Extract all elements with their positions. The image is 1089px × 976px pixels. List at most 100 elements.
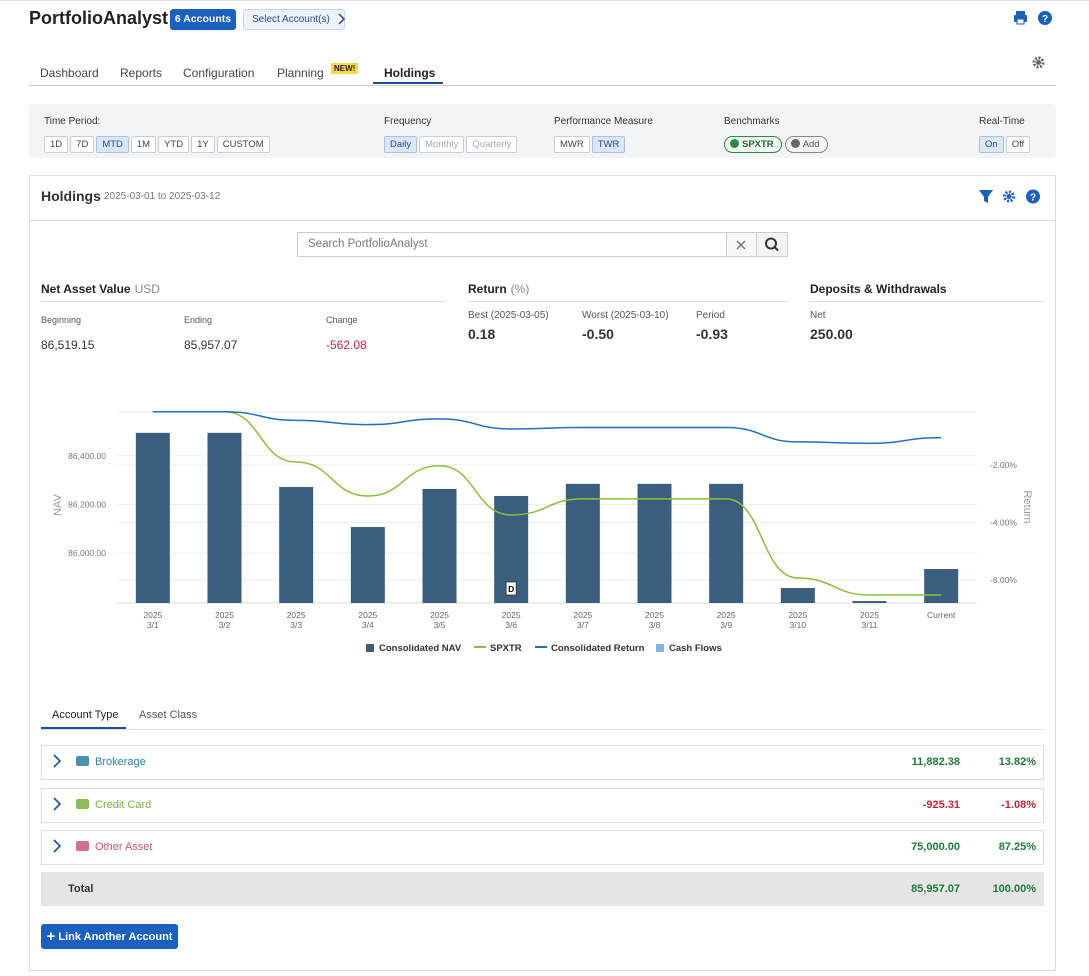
summary-value: -0.50 (582, 326, 614, 342)
search-input[interactable]: Search PortfolioAnalyst (297, 232, 727, 257)
option-button[interactable]: Quarterly (466, 136, 518, 153)
row-percent: 13.82% (998, 756, 1036, 768)
total-row (41, 872, 1044, 906)
chart: 86,000.00 86,200.00 86,400.00 -6.00% -4.00% -… (52, 410, 1033, 630)
option-button[interactable]: YTD (158, 136, 190, 153)
x-tick-label: 2025 (788, 610, 807, 620)
table-row[interactable] (41, 830, 1044, 865)
search-button[interactable] (756, 232, 788, 257)
summary-value: 0.18 (468, 326, 496, 342)
tab[interactable]: Planning (277, 66, 324, 80)
row-value: 75,000.00 (911, 841, 960, 853)
option-button[interactable]: Monthly (419, 136, 465, 153)
x-tick-label: 2025 (430, 610, 449, 620)
option-button[interactable]: 7D (70, 136, 95, 153)
svg-text:?: ? (1042, 14, 1048, 25)
option-button[interactable]: On (979, 136, 1004, 153)
x-tick-label: 3/2 (219, 620, 231, 630)
summary-value: 85,957.07 (184, 338, 238, 352)
expand-chevron[interactable] (52, 797, 62, 816)
benchmark-pill[interactable]: SPXTR (724, 136, 782, 153)
option-button[interactable]: 1Y (191, 136, 215, 153)
accounts-badge[interactable]: 6 Accounts (170, 9, 236, 30)
clear-button[interactable] (727, 232, 757, 257)
tab[interactable]: Configuration (183, 66, 255, 80)
x-tick-label: 2025 (215, 610, 234, 620)
panel-icons[interactable]: ? (978, 188, 1042, 205)
settings-icon[interactable] (1032, 56, 1045, 69)
link-account-button[interactable]: + Link Another Account (41, 924, 178, 949)
summary-divider (41, 301, 445, 302)
x-tick-label: 3/7 (577, 620, 589, 630)
filter-label: Time Period: (44, 116, 101, 127)
bar (565, 483, 600, 603)
total-value: 85,957.07 (911, 883, 960, 895)
tab[interactable]: Holdings (384, 66, 436, 80)
legend-text: Consolidated Return (551, 643, 645, 654)
x-tick-label: 2025 (358, 610, 377, 620)
filter-label: Frequency (384, 116, 432, 127)
table-row[interactable] (41, 745, 1044, 780)
bar (279, 486, 314, 603)
summary-unit: (%) (510, 282, 530, 296)
table-tab-divider (41, 729, 1044, 730)
tab[interactable]: Dashboard (40, 66, 99, 80)
new-badge: NEW! (331, 63, 359, 74)
summary-label: Net (810, 310, 826, 321)
y2-axis-label: Return (1021, 490, 1033, 523)
legend-text: Cash Flows (669, 643, 722, 654)
bar (135, 432, 170, 603)
filter-label: Performance Measure (554, 116, 653, 127)
option-button[interactable]: MTD (96, 136, 129, 153)
button-text: Link Another Account (58, 931, 173, 943)
date-range: 2025-03-01 to 2025-03-12 (104, 191, 221, 202)
option-button[interactable]: Daily (384, 136, 418, 153)
tab[interactable]: Reports (120, 66, 163, 80)
search-icon (765, 237, 779, 252)
total-label: Total (68, 883, 94, 895)
expand-chevron[interactable] (52, 839, 62, 858)
summary-title-text: Deposits & Withdrawals (810, 282, 947, 296)
row-icon (76, 756, 89, 766)
option-button[interactable]: 1M (130, 136, 157, 153)
expand-chevron[interactable] (52, 754, 62, 773)
benchmark-pill[interactable]: Add (784, 136, 828, 153)
table-tab[interactable]: Account Type (52, 709, 119, 721)
row-icon (76, 841, 89, 851)
x-tick-label: 3/3 (290, 620, 302, 630)
y-axis-label: NAV (52, 493, 64, 515)
legend-swatch (366, 644, 374, 652)
x-tick-label: 3/8 (649, 620, 661, 630)
x-tick-label: 3/9 (720, 620, 732, 630)
option-button[interactable]: 1D (44, 136, 69, 153)
bar (350, 527, 385, 603)
summary-label: Worst (2025-03-10) (582, 310, 669, 321)
svg-text:?: ? (1030, 193, 1036, 204)
option-button[interactable]: MWR (554, 136, 590, 153)
filter-label: Real-Time (979, 116, 1025, 127)
bar (709, 483, 744, 603)
bar (422, 488, 457, 603)
table-row[interactable] (41, 788, 1044, 823)
y-tick-label: 86,400.00 (68, 451, 106, 461)
y2-tick-label: -4.00% (990, 517, 1017, 527)
option-button[interactable]: TWR (591, 136, 626, 153)
bar (852, 601, 887, 603)
summary-divider (468, 301, 788, 302)
x-tick-label: 3/5 (434, 620, 446, 630)
x-tick-label: 3/4 (362, 620, 374, 630)
summary-title: Deposits & Withdrawals (810, 282, 947, 296)
holdings-panel (29, 175, 1056, 971)
table-tab[interactable]: Asset Class (139, 709, 198, 721)
bar (780, 587, 815, 603)
summary-label: Change (326, 315, 358, 325)
row-name: Brokerage (95, 756, 146, 768)
header-icons[interactable]: ? (1013, 10, 1057, 26)
filter-options: 1D 7D MTD 1M YTD 1Y CUSTOM (44, 134, 272, 153)
select-accounts[interactable]: Select Account(s) (243, 9, 345, 30)
row-value: 11,882.38 (911, 756, 960, 768)
option-button[interactable]: CUSTOM (216, 136, 270, 153)
legend-text: Consolidated NAV (379, 643, 462, 654)
summary-title-text: Net Asset Value (41, 282, 131, 296)
option-button[interactable]: Off (1005, 136, 1031, 153)
